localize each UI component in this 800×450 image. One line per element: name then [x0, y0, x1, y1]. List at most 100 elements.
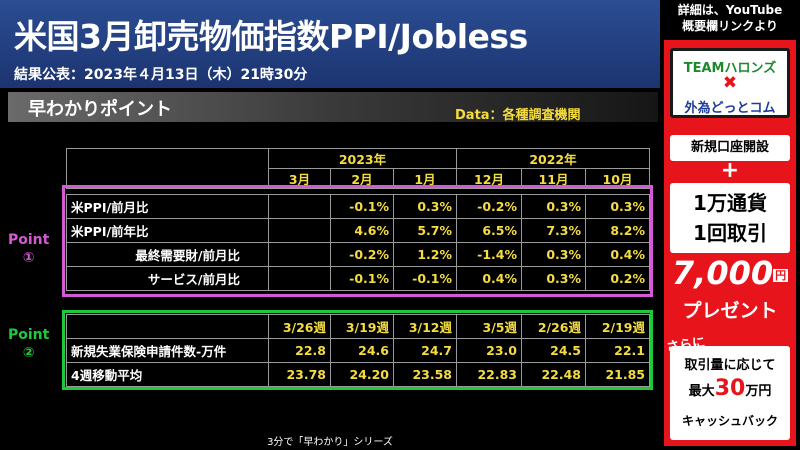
table-cell: -1.4%	[456, 242, 522, 267]
cashback-pre: 最大	[688, 384, 715, 399]
week-header: 3/12週	[393, 314, 457, 339]
row-label-ppi-mom: 米PPI/前月比	[66, 194, 269, 219]
week-header: 3/26週	[268, 314, 331, 339]
indicator-table: 2023年 2022年 3月 2月 1月 12月 11月 10月 米PPI/前月…	[66, 148, 650, 291]
month-header: 12月	[456, 168, 522, 189]
table-cell: -0.1%	[330, 266, 394, 291]
team-harons-logo: TEAMハロンズ	[683, 61, 777, 76]
table-row: 新規失業保険申請件数-万件 22.8 24.6 24.7 23.0 24.5 2…	[66, 338, 650, 363]
table-cell: 0.3%	[521, 194, 586, 219]
table-cell: 23.58	[393, 362, 457, 387]
month-header-row: 3月 2月 1月 12月 11月 10月	[67, 168, 650, 189]
condition-line1: 1万通貨	[693, 191, 767, 215]
month-header: 3月	[268, 168, 331, 189]
cashback-line2: 最大30万円	[670, 376, 790, 401]
section-bar: 早わかりポイント	[8, 92, 658, 122]
table-cell: 5.7%	[393, 218, 457, 243]
header-blank-cell	[66, 148, 269, 189]
point2-word: Point	[8, 327, 50, 343]
cross-icon: ✖	[722, 73, 738, 93]
prize-amount: 7,000 円	[664, 254, 796, 292]
row-label-ppi-yoy: 米PPI/前年比	[66, 218, 269, 243]
section-title: 早わかりポイント	[28, 99, 172, 120]
table-cell: 0.3%	[585, 194, 650, 219]
table-row: 最終需要財/前月比 -0.2% 1.2% -1.4% 0.3% 0.4%	[66, 242, 650, 267]
table-cell	[268, 242, 331, 267]
prize-word: プレゼント	[682, 300, 778, 322]
table-cell	[268, 194, 331, 219]
table-row: 米PPI/前月比 -0.1% 0.3% -0.2% 0.3% 0.3%	[66, 194, 650, 219]
table-cell: 21.85	[585, 362, 650, 387]
point2-label: Point ②	[8, 326, 49, 362]
table-cell: 24.5	[521, 338, 586, 363]
promo-header-line1: 詳細は、YouTube	[677, 3, 783, 17]
table-cell: 0.4%	[585, 242, 650, 267]
table-cell: 24.6	[330, 338, 394, 363]
table-cell: -0.2%	[456, 194, 522, 219]
year-2022-header: 2022年	[456, 148, 650, 169]
page-title: 米国3月卸売物価指数PPI/Jobless	[14, 17, 528, 56]
promo-header: 詳細は、YouTube 概要欄リンクより	[660, 0, 800, 34]
table-cell: -0.1%	[330, 194, 394, 219]
point2-number: ②	[22, 345, 35, 361]
condition-line2: 1回取引	[693, 221, 767, 245]
week-header: 3/19週	[330, 314, 394, 339]
table-cell: -0.2%	[330, 242, 394, 267]
table-cell: -0.1%	[393, 266, 457, 291]
header-banner: 米国3月卸売物価指数PPI/Jobless 結果公表：2023年４月13日（木）…	[0, 0, 660, 88]
point1-word: Point	[8, 232, 50, 248]
point1-number: ①	[22, 250, 35, 266]
cashback-amount: 30	[714, 376, 746, 401]
row-label-jobless-claims: 新規失業保険申請件数-万件	[66, 338, 269, 363]
promo-sidebar[interactable]: 詳細は、YouTube 概要欄リンクより TEAMハロンズ ✖ 外為どっとコム …	[660, 0, 800, 450]
table-cell	[268, 218, 331, 243]
table-cell: 22.1	[585, 338, 650, 363]
point1-label: Point ①	[8, 231, 49, 267]
year-header-row: 2023年 2022年	[66, 148, 650, 189]
table-cell: 22.8	[268, 338, 331, 363]
data-source-label: Data：各種調査機関	[455, 108, 581, 123]
plus-icon: +	[720, 158, 740, 183]
promo-header-line2: 概要欄リンクより	[682, 19, 778, 33]
row-label-services: サービス/前月比	[66, 266, 269, 291]
gaitame-logo: 外為どっとコム	[684, 101, 776, 116]
year-2023-header: 2023年	[268, 148, 457, 169]
table-row: 米PPI/前年比 4.6% 5.7% 6.5% 7.3% 8.2%	[66, 218, 650, 243]
header-blank-cell	[66, 314, 269, 339]
prize-unit: 円	[773, 269, 789, 282]
table-cell	[268, 266, 331, 291]
table-cell: 22.83	[456, 362, 522, 387]
week-header: 3/5週	[456, 314, 522, 339]
table-cell: 0.3%	[393, 194, 457, 219]
month-header: 10月	[585, 168, 650, 189]
table-cell: 7.3%	[521, 218, 586, 243]
condition-box: 1万通貨 1回取引	[670, 183, 790, 253]
cashback-unit: 万円	[745, 384, 772, 399]
week-header: 2/19週	[585, 314, 650, 339]
table-cell: 0.3%	[521, 242, 586, 267]
release-datetime: 結果公表：2023年４月13日（木）21時30分	[14, 67, 308, 83]
table-cell: 22.48	[521, 362, 586, 387]
cashback-line3: キャッシュバック	[681, 414, 778, 428]
table-cell: 0.3%	[521, 266, 586, 291]
month-header: 11月	[521, 168, 586, 189]
table-cell: 24.7	[393, 338, 457, 363]
row-label-final-demand: 最終需要財/前月比	[66, 242, 269, 267]
row-label-4wk-average: 4週移動平均	[66, 362, 269, 387]
table-cell: 23.78	[268, 362, 331, 387]
series-footer: 3分で「早わかり」シリーズ	[267, 437, 393, 448]
cashback-line1: 取引量に応じて	[684, 358, 776, 373]
table-row: サービス/前月比 -0.1% -0.1% 0.4% 0.3% 0.2%	[66, 266, 650, 291]
table-cell: 1.2%	[393, 242, 457, 267]
week-header-row: 3/26週 3/19週 3/12週 3/5週 2/26週 2/19週	[66, 314, 650, 339]
open-account-label: 新規口座開設	[670, 135, 790, 161]
table-cell: 4.6%	[330, 218, 394, 243]
cashback-box: 取引量に応じて 最大30万円 キャッシュバック	[670, 346, 790, 440]
table-row: 4週移動平均 23.78 24.20 23.58 22.83 22.48 21.…	[66, 362, 650, 387]
table-cell: 8.2%	[585, 218, 650, 243]
table-cell: 0.2%	[585, 266, 650, 291]
jobless-table: 3/26週 3/19週 3/12週 3/5週 2/26週 2/19週 新規失業保…	[66, 314, 650, 387]
table-cell: 0.4%	[456, 266, 522, 291]
prize-amount-value: 7,000	[671, 254, 774, 292]
month-header: 1月	[393, 168, 457, 189]
